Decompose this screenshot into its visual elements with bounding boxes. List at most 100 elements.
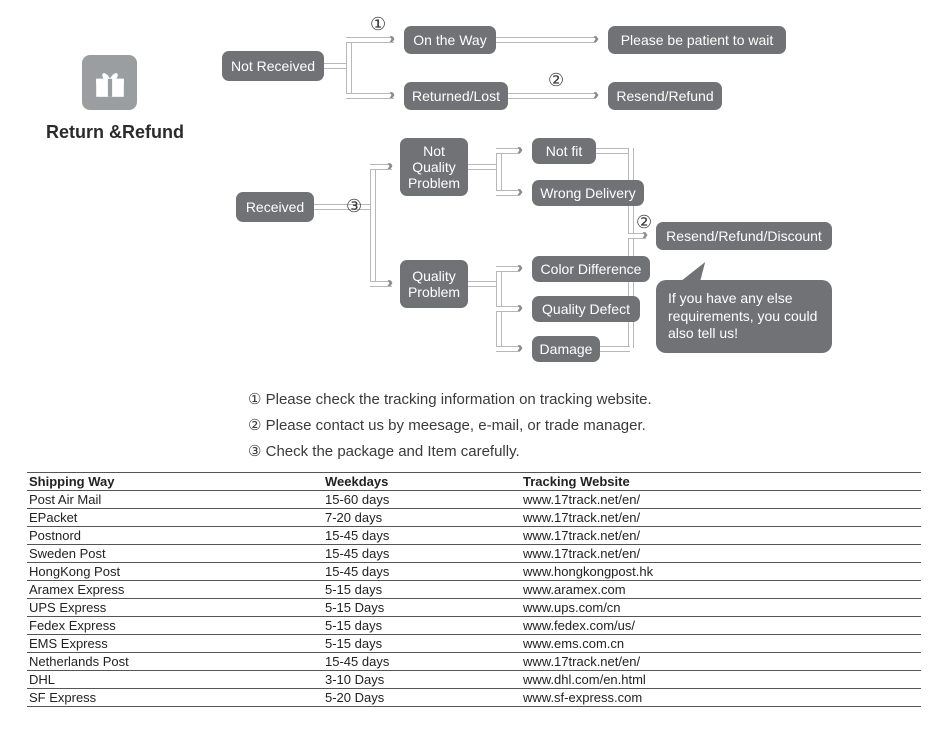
table-row: Fedex Express5-15 dayswww.fedex.com/us/ bbox=[27, 617, 921, 635]
table-cell: 7-20 days bbox=[323, 509, 521, 527]
table-cell: www.17track.net/en/ bbox=[521, 491, 921, 509]
arrow-icon: ›› bbox=[518, 341, 532, 355]
table-cell: www.fedex.com/us/ bbox=[521, 617, 921, 635]
flow-node-returned: Returned/Lost bbox=[404, 82, 508, 110]
arrow-icon: ›› bbox=[390, 88, 404, 102]
table-cell: Aramex Express bbox=[27, 581, 323, 599]
connector bbox=[468, 164, 498, 170]
flow-node-not-fit: Not fit bbox=[532, 138, 596, 164]
circled-number: ① bbox=[370, 14, 386, 35]
table-cell: 5-15 days bbox=[323, 581, 521, 599]
gift-icon bbox=[82, 55, 137, 110]
table-row: UPS Express5-15 Dayswww.ups.com/cn bbox=[27, 599, 921, 617]
arrow-icon: ›› bbox=[518, 301, 532, 315]
table-cell: www.17track.net/en/ bbox=[521, 509, 921, 527]
table-row: Netherlands Post15-45 dayswww.17track.ne… bbox=[27, 653, 921, 671]
arrow-icon: ›› bbox=[594, 32, 608, 46]
gift-icon-svg bbox=[93, 66, 127, 100]
arrow-icon: ›› bbox=[594, 88, 608, 102]
table-row: Post Air Mail15-60 dayswww.17track.net/e… bbox=[27, 491, 921, 509]
table-header-cell: Weekdays bbox=[323, 473, 521, 491]
table-cell: 5-20 Days bbox=[323, 689, 521, 707]
circled-number: ③ bbox=[346, 196, 362, 217]
arrow-icon: ›› bbox=[390, 32, 404, 46]
shipping-table: Shipping WayWeekdaysTracking Website Pos… bbox=[27, 472, 921, 707]
table-cell: SF Express bbox=[27, 689, 323, 707]
note-line: ② Please contact us by meesage, e-mail, … bbox=[248, 416, 646, 434]
note-line: ③ Check the package and Item carefully. bbox=[248, 442, 520, 460]
table-cell: www.17track.net/en/ bbox=[521, 545, 921, 563]
table-cell: www.17track.net/en/ bbox=[521, 653, 921, 671]
table-cell: www.dhl.com/en.html bbox=[521, 671, 921, 689]
connector bbox=[496, 148, 502, 194]
table-cell: 15-45 days bbox=[323, 527, 521, 545]
table-cell: Postnord bbox=[27, 527, 323, 545]
table-cell: HongKong Post bbox=[27, 563, 323, 581]
connector bbox=[508, 93, 596, 99]
connector bbox=[370, 164, 376, 286]
table-header-cell: Shipping Way bbox=[27, 473, 323, 491]
connector bbox=[496, 148, 520, 154]
table-row: HongKong Post15-45 dayswww.hongkongpost.… bbox=[27, 563, 921, 581]
table-row: Sweden Post15-45 dayswww.17track.net/en/ bbox=[27, 545, 921, 563]
table-cell: 5-15 days bbox=[323, 635, 521, 653]
flow-node-wrong-del: Wrong Delivery bbox=[532, 180, 644, 206]
page-canvas: Return &Refund ›› ›› ›› ›› ›› ›› ›› ›› ›… bbox=[0, 0, 950, 739]
table-cell: 15-60 days bbox=[323, 491, 521, 509]
table-cell: 15-45 days bbox=[323, 563, 521, 581]
connector bbox=[600, 346, 630, 352]
table-cell: EPacket bbox=[27, 509, 323, 527]
table-cell: 5-15 Days bbox=[323, 599, 521, 617]
connector bbox=[346, 93, 394, 99]
flow-node-damage: Damage bbox=[532, 336, 600, 362]
connector bbox=[496, 266, 520, 272]
table-cell: Sweden Post bbox=[27, 545, 323, 563]
table-cell: www.ems.com.cn bbox=[521, 635, 921, 653]
connector bbox=[496, 37, 596, 43]
table-cell: EMS Express bbox=[27, 635, 323, 653]
flow-node-resend2: Resend/Refund/Discount bbox=[656, 222, 832, 250]
table-cell: Post Air Mail bbox=[27, 491, 323, 509]
connector bbox=[496, 346, 520, 352]
flow-node-resend1: Resend/Refund bbox=[608, 82, 722, 110]
arrow-icon: ›› bbox=[518, 185, 532, 199]
section-title: Return &Refund bbox=[46, 122, 184, 143]
connector bbox=[496, 306, 520, 312]
table-row: DHL3-10 Dayswww.dhl.com/en.html bbox=[27, 671, 921, 689]
connector bbox=[314, 204, 372, 210]
note-line: ① Please check the tracking information … bbox=[248, 390, 652, 408]
table-cell: www.hongkongpost.hk bbox=[521, 563, 921, 581]
connector bbox=[496, 190, 520, 196]
table-cell: Fedex Express bbox=[27, 617, 323, 635]
table-cell: www.aramex.com bbox=[521, 581, 921, 599]
connector bbox=[596, 148, 630, 154]
flow-node-qp: Quality Problem bbox=[400, 260, 468, 308]
table-cell: www.ups.com/cn bbox=[521, 599, 921, 617]
connector bbox=[346, 37, 394, 43]
flow-node-qdef: Quality Defect bbox=[532, 296, 640, 322]
table-cell: www.17track.net/en/ bbox=[521, 527, 921, 545]
table-row: EPacket7-20 dayswww.17track.net/en/ bbox=[27, 509, 921, 527]
table-row: Postnord15-45 dayswww.17track.net/en/ bbox=[27, 527, 921, 545]
connector bbox=[324, 63, 348, 69]
flow-node-on-the-way: On the Way bbox=[404, 26, 496, 54]
circled-number: ② bbox=[636, 212, 652, 233]
circled-number: ② bbox=[548, 70, 564, 91]
table-cell: 3-10 Days bbox=[323, 671, 521, 689]
table-row: EMS Express5-15 dayswww.ems.com.cn bbox=[27, 635, 921, 653]
arrow-icon: ›› bbox=[518, 261, 532, 275]
table-header-cell: Tracking Website bbox=[521, 473, 921, 491]
table-cell: 5-15 days bbox=[323, 617, 521, 635]
table-row: Aramex Express5-15 dayswww.aramex.com bbox=[27, 581, 921, 599]
connector bbox=[468, 281, 498, 287]
table-cell: UPS Express bbox=[27, 599, 323, 617]
table-cell: www.sf-express.com bbox=[521, 689, 921, 707]
table-row: SF Express5-20 Dayswww.sf-express.com bbox=[27, 689, 921, 707]
flow-node-nqp: Not Quality Problem bbox=[400, 138, 468, 196]
flow-node-received: Received bbox=[236, 192, 314, 222]
table-cell: Netherlands Post bbox=[27, 653, 323, 671]
table-cell: 15-45 days bbox=[323, 545, 521, 563]
connector bbox=[346, 37, 352, 97]
arrow-icon: ›› bbox=[518, 143, 532, 157]
flow-node-patient: Please be patient to wait bbox=[608, 26, 786, 54]
